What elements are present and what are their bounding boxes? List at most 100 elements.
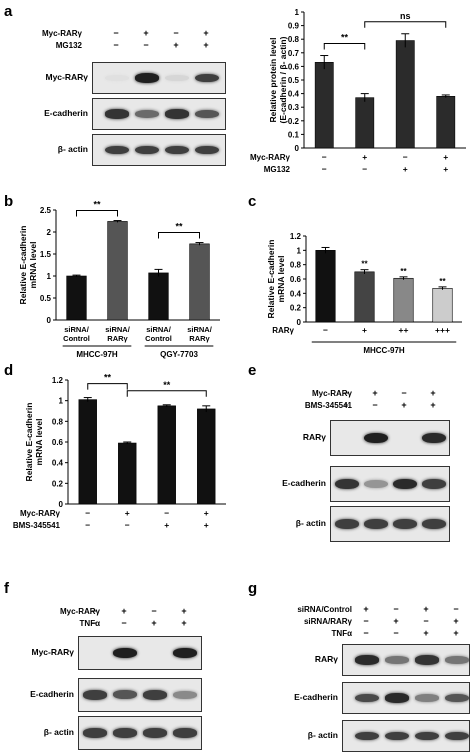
bar <box>148 272 169 321</box>
group-label: QGY-7703 <box>160 350 198 359</box>
protein-band <box>83 690 107 700</box>
condition-sign: − <box>363 628 369 638</box>
condition-sign: + <box>430 388 436 398</box>
condition-label: MG132 <box>55 41 82 50</box>
y-tick-label: 1 <box>59 397 64 406</box>
y-tick-label: 0.2 <box>290 304 302 313</box>
y-axis-label: (E-cadherin / β- actin) <box>278 36 288 123</box>
bar-chart-b: 0 0.5 1 1.5 2 2.5 Relative E-cadherin mRNA leve… <box>18 200 220 359</box>
y-tick-label: 0.3 <box>288 103 300 112</box>
significance-bracket <box>126 390 207 397</box>
condition-sign: − <box>393 604 399 614</box>
bar <box>66 275 87 321</box>
condition-sign: + <box>423 604 429 614</box>
y-axis-label: Relative protein level <box>268 37 278 122</box>
significance-bracket <box>87 383 128 390</box>
condition-sign: − <box>113 40 119 50</box>
blot-strip <box>92 134 226 166</box>
western-blot-g: siRNA/Control + − + − siRNA/RARγ − + − + TNFα − − + + R… <box>244 598 472 752</box>
protein-band <box>143 690 167 700</box>
condition-sign: − <box>151 606 157 616</box>
bar <box>393 277 414 323</box>
condition-sign: − <box>323 325 328 335</box>
condition-label: Myc-RARγ <box>20 509 61 518</box>
panel-letter-b: b <box>4 193 14 210</box>
condition-label: Myc-RARγ <box>250 153 291 162</box>
protein-band <box>422 518 446 529</box>
y-tick-label: 1.2 <box>290 232 302 241</box>
condition-sign: + <box>203 40 209 50</box>
condition-sign: − <box>401 388 407 398</box>
condition-sign: + <box>393 616 399 626</box>
condition-sign: − <box>372 400 378 410</box>
condition-sign: + <box>143 28 149 38</box>
condition-label: siRNA/Control <box>297 605 352 614</box>
condition-label: BMS-345541 <box>13 521 61 530</box>
protein-band <box>165 145 189 155</box>
bar-chart-c: 0 0.2 0.4 0.6 0.8 1 1.2 Relative E-cadherin mRNA… <box>266 232 462 355</box>
x-category-label: siRNA/ <box>187 325 213 334</box>
panel-letter-e: e <box>248 362 257 379</box>
y-axis-label: Relative E-cadherin <box>18 226 28 305</box>
protein-band <box>445 693 469 703</box>
blot-strip <box>92 62 226 94</box>
condition-sign: + <box>151 618 157 628</box>
protein-band <box>364 432 388 444</box>
condition-sign: + <box>164 520 169 530</box>
blot-strip <box>330 466 450 502</box>
protein-band <box>195 73 219 83</box>
y-tick-label: 0.4 <box>288 90 300 99</box>
protein-band <box>335 518 359 529</box>
blot-strip <box>78 636 202 670</box>
condition-sign: + <box>362 152 367 162</box>
condition-sign: − <box>85 520 90 530</box>
panel-letter-c: c <box>248 193 257 210</box>
blot-row-label: β- actin <box>57 144 88 154</box>
protein-band <box>105 109 129 119</box>
protein-band <box>173 647 197 658</box>
condition-label: TNFα <box>79 619 100 628</box>
y-tick-label: 0.5 <box>40 294 52 303</box>
y-tick-label: 0 <box>59 500 64 509</box>
condition-sign: + <box>443 152 448 162</box>
x-category-label: Control <box>145 334 172 343</box>
protein-band <box>355 655 379 665</box>
protein-band <box>385 731 409 741</box>
condition-sign: + <box>181 618 187 628</box>
y-tick-label: 0.6 <box>290 275 302 284</box>
protein-band <box>195 145 219 155</box>
condition-sign: − <box>143 40 149 50</box>
protein-band <box>195 109 219 119</box>
significance-bracket <box>323 43 366 50</box>
condition-sign: − <box>362 164 367 174</box>
western-blot-a: Myc-RARγ − + − + MG132 − − + + Myc-RARγ E-cadherin β… <box>0 20 230 166</box>
x-category-label: siRNA/ <box>105 325 131 334</box>
condition-sign: − <box>113 28 119 38</box>
condition-sign: + <box>423 628 429 638</box>
condition-sign: − <box>85 508 90 518</box>
y-tick-label: 0.8 <box>290 261 302 270</box>
y-tick-label: 0.9 <box>288 22 300 31</box>
protein-band <box>105 75 129 81</box>
y-tick-label: 1 <box>47 272 52 281</box>
y-axis-label: mRNA level <box>276 256 286 303</box>
x-category-label: siRNA/ <box>146 325 172 334</box>
y-tick-label: 0 <box>47 316 52 325</box>
condition-label: TNFα <box>331 629 352 638</box>
y-axis-label: Relative E-cadherin <box>266 240 276 319</box>
protein-band <box>113 690 137 700</box>
condition-sign: + <box>430 400 436 410</box>
condition-sign: + <box>204 508 209 518</box>
panel-letter-a: a <box>4 3 13 20</box>
blot-row-label: RARγ <box>314 654 338 664</box>
condition-sign: +++ <box>435 325 450 335</box>
y-tick-label: 0.5 <box>288 76 300 85</box>
condition-sign: − <box>363 616 369 626</box>
blot-row-label: RARγ <box>302 432 326 442</box>
protein-band <box>393 478 417 490</box>
western-blot-e: Myc-RARγ − + − + BMS-345541− − + + RARγ E-cadherin… <box>244 380 472 542</box>
blot-row-label: β- actin <box>43 727 74 737</box>
protein-band <box>364 479 388 489</box>
condition-label: siRNA/RARγ <box>303 617 352 626</box>
blot-row-label: Myc-RARγ <box>45 72 88 82</box>
